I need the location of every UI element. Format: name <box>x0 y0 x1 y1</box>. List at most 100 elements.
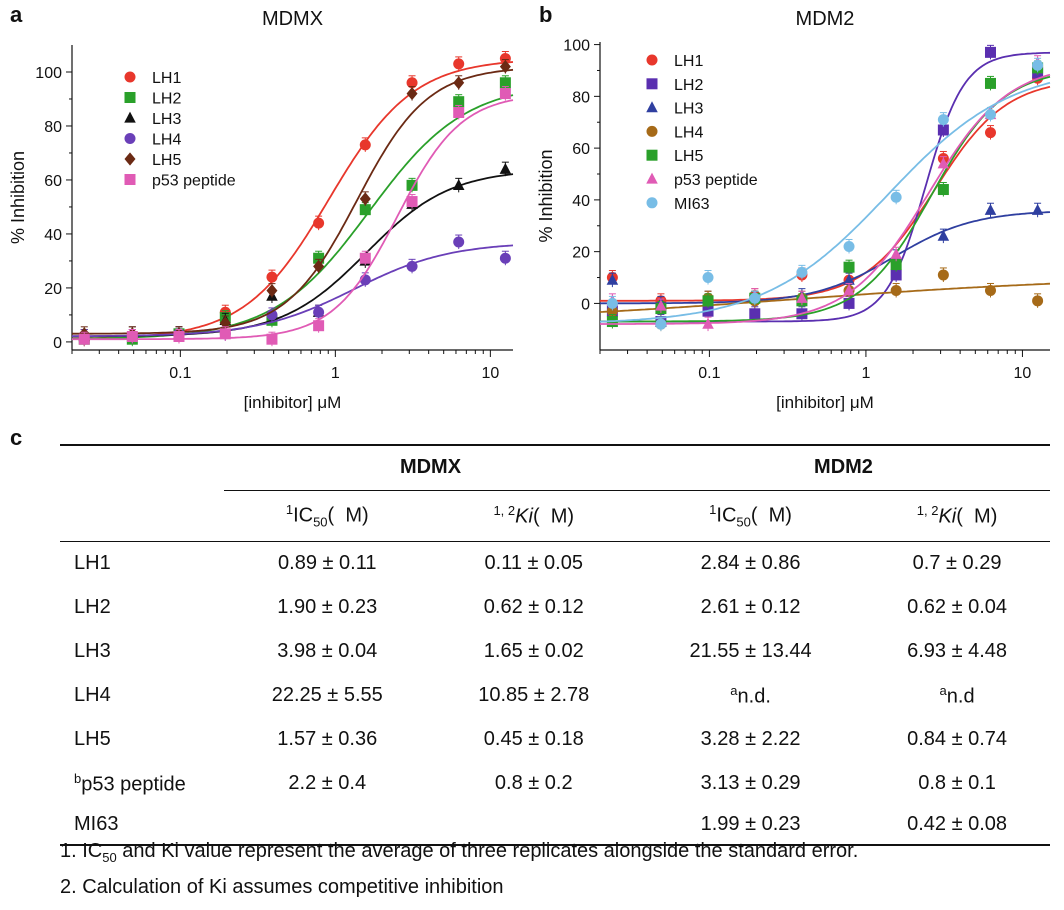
data-point <box>796 291 808 303</box>
fit-curve <box>599 81 1051 323</box>
table-cell: 0.11 ± 0.05 <box>484 552 583 574</box>
x-tick-label: 0.1 <box>698 365 720 382</box>
y-tick-label: 20 <box>44 281 62 298</box>
table-cell: 0.42 ± 0.08 <box>864 805 1050 846</box>
nd-value: n.d <box>946 685 975 708</box>
series-lh5 <box>600 60 1051 329</box>
data-point <box>702 317 714 329</box>
col-header-mdmx-ki: 1, 2Ki( M) <box>430 490 637 542</box>
legend-label: MI63 <box>674 196 710 213</box>
legend-label: LH3 <box>152 111 181 128</box>
results-table: MDMX MDM2 1IC50( M) 1, 2Ki( M) 1IC50( M)… <box>60 444 1050 846</box>
legend-label: LH2 <box>152 91 181 108</box>
series-p53-peptide <box>72 86 514 347</box>
row-label: LH5 <box>74 728 111 750</box>
x-tick-label: 10 <box>1014 365 1032 382</box>
series-lh4 <box>72 234 514 344</box>
x-tick-label: 1 <box>861 365 870 382</box>
data-point <box>984 46 996 58</box>
ic50-label: IC <box>716 504 737 527</box>
y-axis-label: % Inhibition <box>8 151 28 244</box>
data-point <box>266 333 278 345</box>
x-tick-label: 1 <box>331 365 340 382</box>
y-tick-label: 100 <box>35 65 62 82</box>
y-tick-label: 80 <box>44 119 62 136</box>
table-row: LH3 3.98 ± 0.04 1.65 ± 0.02 21.55 ± 13.4… <box>60 630 1050 674</box>
fit-curve <box>599 211 1051 305</box>
table-cell: 2.84 ± 0.86 <box>700 552 801 574</box>
data-point <box>796 266 808 278</box>
series-lh1 <box>600 70 1051 308</box>
data-point <box>313 217 325 229</box>
data-point <box>702 295 714 307</box>
panel-label-b: b <box>539 2 553 27</box>
data-point <box>937 269 949 281</box>
data-point <box>1032 295 1044 307</box>
data-point <box>406 86 418 101</box>
table-row: LH4 22.25 ± 5.55 10.85 ± 2.78 an.d. an.d <box>60 674 1050 718</box>
data-point <box>606 273 619 285</box>
data-point <box>499 88 511 100</box>
table-cell: 0.8 ± 0.2 <box>494 772 573 794</box>
x-tick-label: 10 <box>481 365 499 382</box>
legend-marker <box>124 111 136 123</box>
legend-marker <box>646 197 658 209</box>
table-cell: 1.65 ± 0.02 <box>483 640 584 662</box>
data-point <box>313 320 325 332</box>
data-point <box>499 59 511 74</box>
footnote-marker: 1 <box>285 501 294 517</box>
group-header-mdm2: MDM2 <box>637 445 1050 491</box>
table-cell: 3.98 ± 0.04 <box>277 640 378 662</box>
legend-label: p53 peptide <box>674 172 758 189</box>
data-point <box>313 252 325 264</box>
col-header-mdmx-ic50: 1IC50( M) <box>224 490 431 542</box>
x-axis-label: [inhibitor] μM <box>776 393 874 412</box>
data-point <box>266 284 278 298</box>
table-group-row: MDMX MDM2 <box>60 445 1050 491</box>
table-cell: 1.57 ± 0.36 <box>277 728 378 750</box>
data-point <box>843 261 855 273</box>
col-header-mdm2-ic50: 1IC50( M) <box>637 490 865 542</box>
series-lh1 <box>71 50 514 347</box>
series-lh2 <box>71 75 514 347</box>
legend-label: LH2 <box>674 77 703 94</box>
table-cell: 2.2 ± 0.4 <box>288 772 367 794</box>
legend-marker <box>646 54 658 66</box>
table-cell: 10.85 ± 2.78 <box>478 684 590 706</box>
unit-label: ( M) <box>327 504 369 527</box>
row-label: MI63 <box>60 805 224 846</box>
y-axis-label: % Inhibition <box>536 149 556 242</box>
table-cell: 0.84 ± 0.74 <box>907 728 1008 750</box>
legend-marker <box>124 152 136 166</box>
table-cell: an.d. <box>637 674 864 718</box>
data-point <box>453 76 465 90</box>
y-tick-label: 80 <box>572 89 590 106</box>
data-point <box>359 192 371 206</box>
footnote-marker: b <box>74 770 82 786</box>
footnote-1-subscript: 50 <box>102 850 117 865</box>
legend-marker <box>124 133 136 144</box>
series-lh2 <box>600 44 1051 329</box>
legend-label: LH4 <box>674 124 703 141</box>
data-point <box>406 196 418 208</box>
data-point <box>452 179 465 191</box>
row-label: LH3 <box>74 640 111 662</box>
unit-label: ( M) <box>956 505 998 528</box>
data-point <box>655 299 667 311</box>
data-point <box>890 191 902 203</box>
legend-marker <box>646 78 658 90</box>
chart-panel-mdmx: MDMX 0 20 40 60 80 100 0.1 1 10 [inhibitor] μM % In… <box>8 8 514 412</box>
data-point <box>499 162 512 174</box>
ki-label: Ki <box>515 505 533 528</box>
ic50-subscript: 50 <box>313 514 328 530</box>
data-point <box>984 203 997 215</box>
legend-label: LH1 <box>152 70 181 87</box>
data-point <box>499 52 511 64</box>
fit-curve <box>600 73 1051 325</box>
table-cell: 21.55 ± 13.44 <box>689 640 812 662</box>
table-cell: 1.99 ± 0.23 <box>637 805 865 846</box>
footnote-marker: 1 <box>709 501 717 517</box>
table-cell <box>224 805 431 846</box>
footnote-marker: a <box>730 682 738 698</box>
